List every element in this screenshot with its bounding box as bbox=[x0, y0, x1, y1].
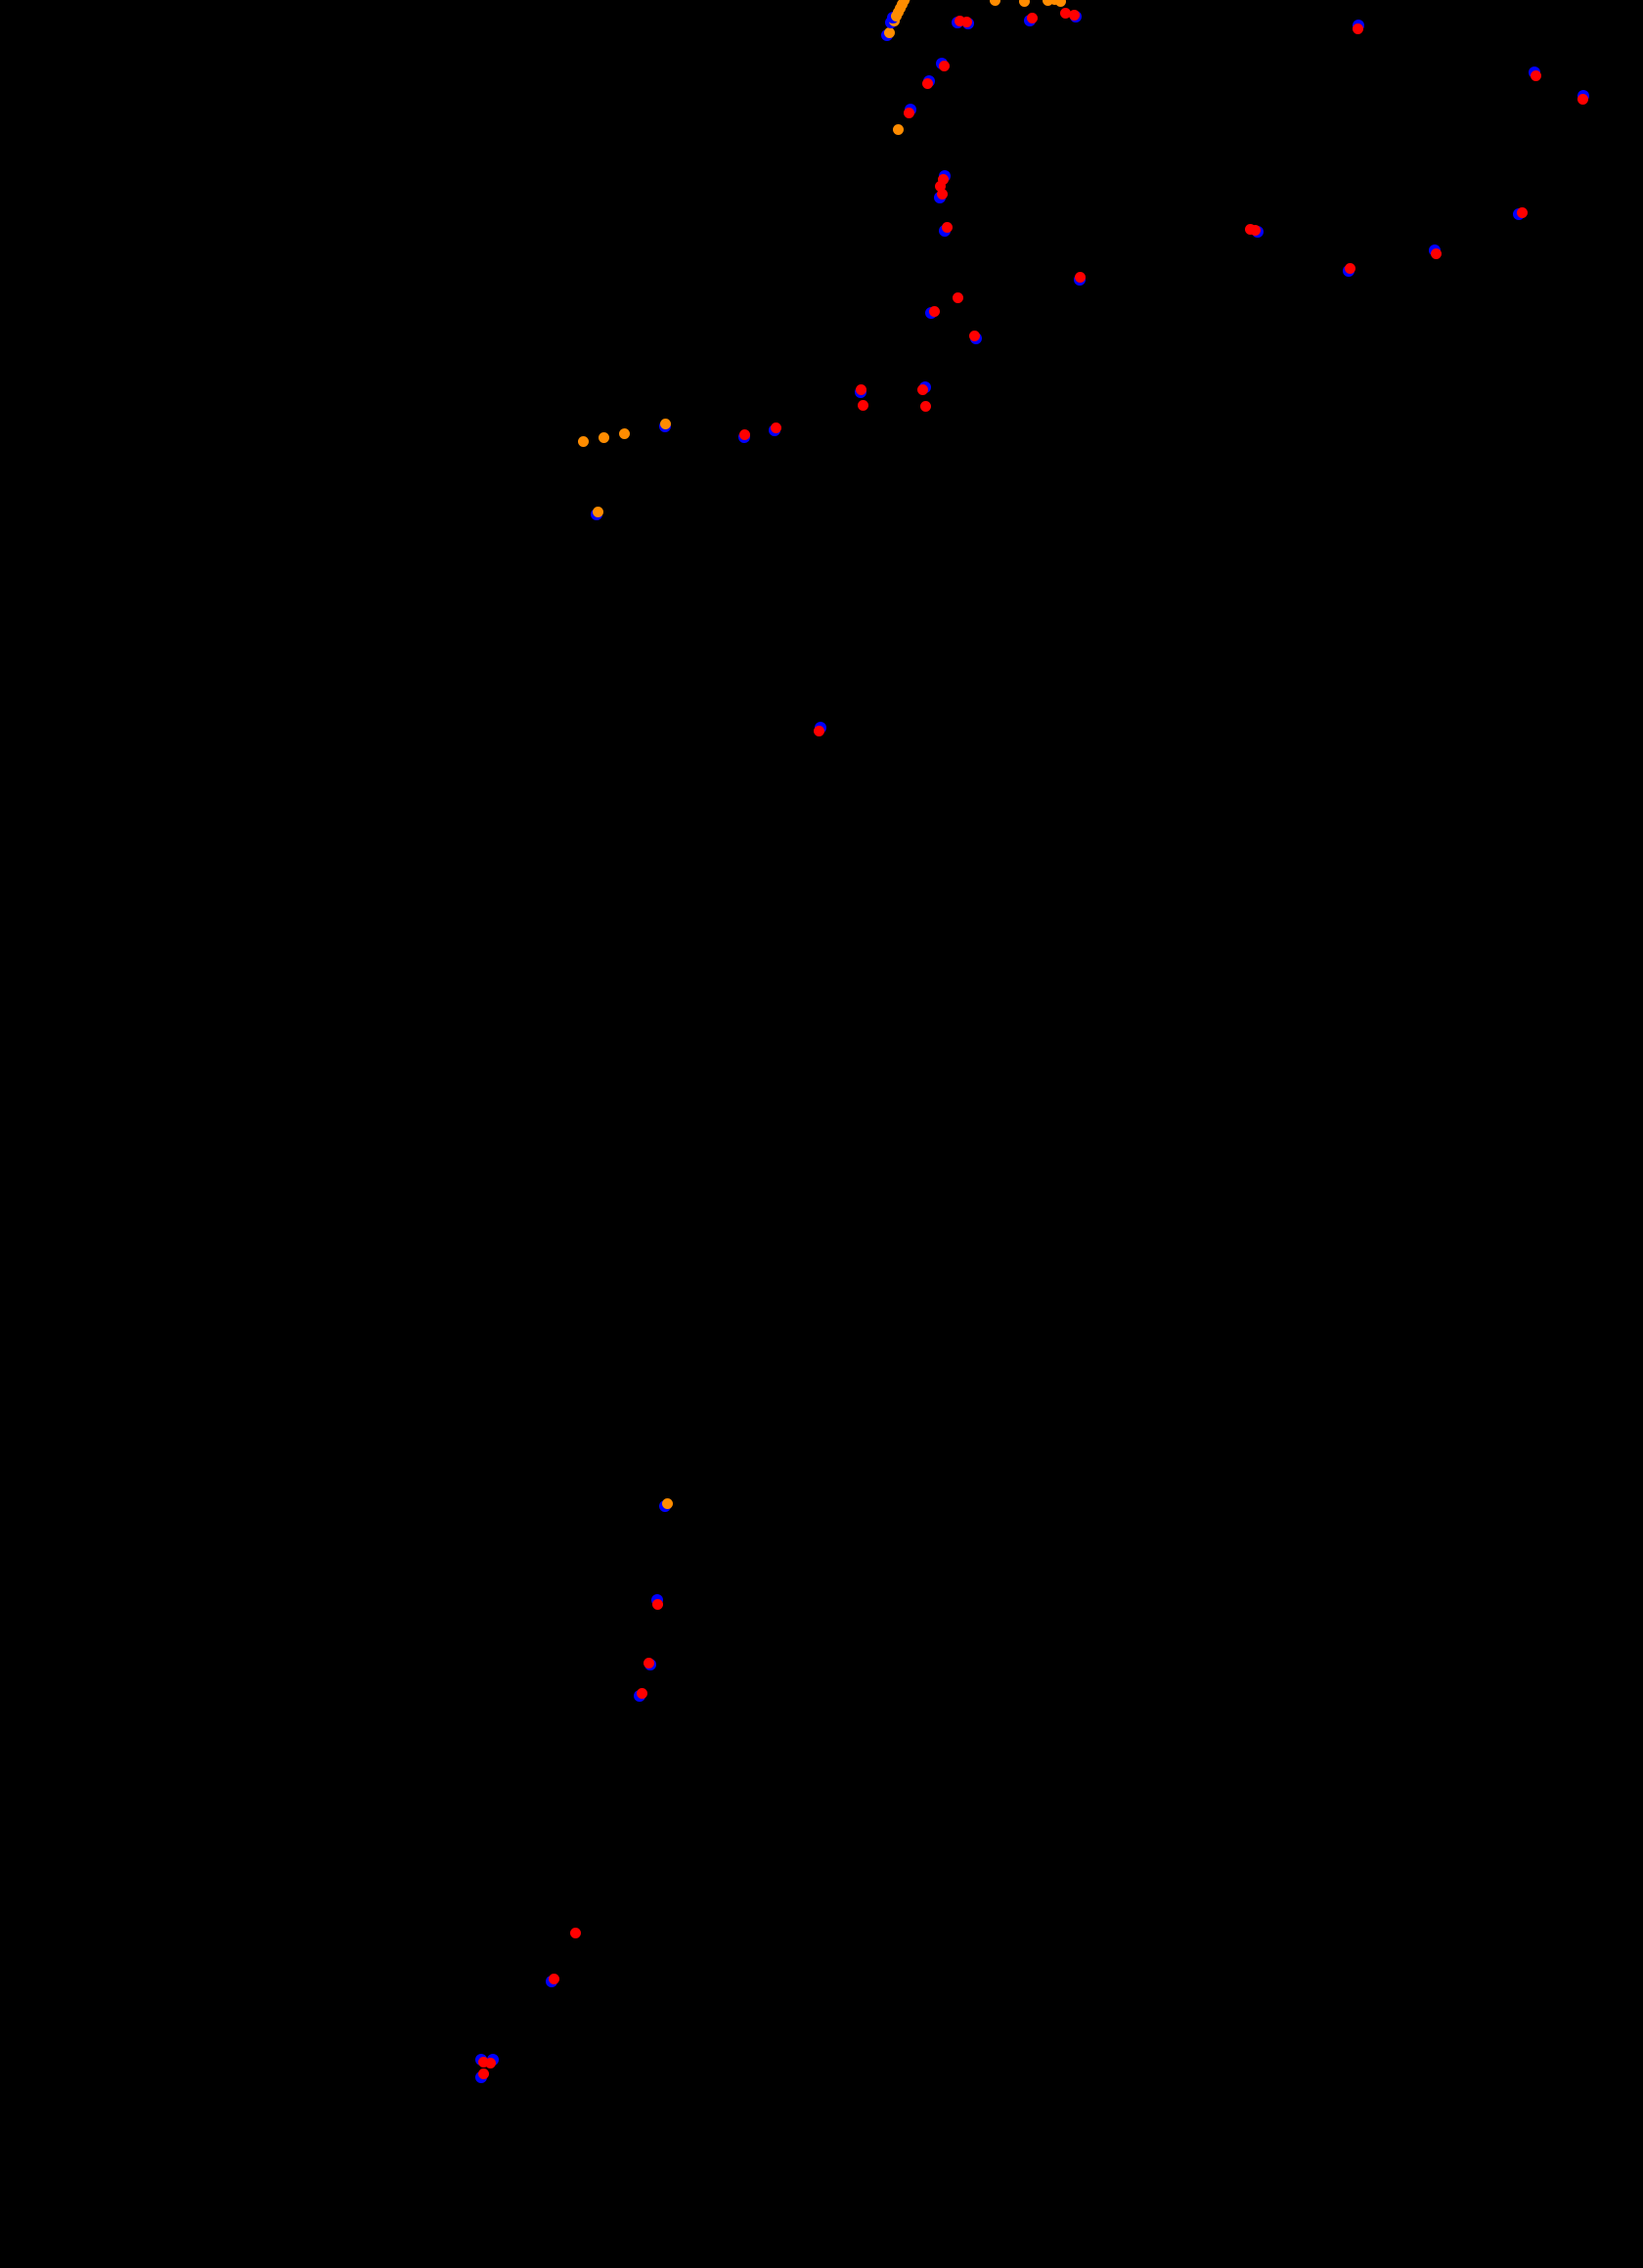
red-scatter-marker bbox=[1530, 69, 1541, 81]
orange-scatter-marker bbox=[661, 1497, 673, 1509]
red-scatter-marker bbox=[813, 725, 824, 736]
red-scatter-marker bbox=[1576, 93, 1588, 105]
red-scatter-marker bbox=[770, 422, 781, 433]
red-scatter-marker bbox=[857, 399, 868, 411]
red-scatter-marker bbox=[477, 2068, 489, 2079]
red-scatter-marker bbox=[960, 16, 972, 27]
red-scatter-marker bbox=[1026, 12, 1038, 23]
red-scatter-marker bbox=[903, 107, 914, 118]
red-scatter-marker bbox=[937, 173, 949, 185]
orange-scatter-marker bbox=[989, 0, 1000, 6]
red-scatter-marker bbox=[934, 180, 946, 192]
orange-scatter-marker bbox=[1048, 0, 1060, 5]
orange-scatter-marker bbox=[598, 431, 609, 443]
orange-scatter-marker bbox=[592, 506, 603, 517]
red-scatter-marker bbox=[1344, 262, 1355, 274]
red-scatter-marker bbox=[569, 1927, 581, 1938]
orange-scatter-marker bbox=[883, 26, 895, 38]
red-scatter-marker bbox=[1059, 7, 1071, 19]
red-scatter-marker bbox=[916, 383, 928, 395]
red-scatter-marker bbox=[936, 188, 948, 200]
red-scatter-marker bbox=[643, 1657, 654, 1668]
orange-scatter-marker bbox=[1018, 0, 1030, 7]
red-scatter-marker bbox=[1249, 224, 1261, 236]
red-scatter-marker bbox=[484, 2057, 496, 2068]
orange-scatter-marker bbox=[900, 0, 911, 2]
red-scatter-marker bbox=[738, 428, 750, 440]
red-scatter-marker bbox=[928, 305, 940, 317]
orange-scatter-marker bbox=[1042, 0, 1053, 6]
red-scatter-marker bbox=[855, 383, 866, 395]
red-scatter-marker bbox=[952, 291, 963, 303]
orange-scatter-marker bbox=[577, 435, 589, 447]
red-scatter-marker bbox=[651, 1598, 663, 1610]
red-scatter-marker bbox=[636, 1687, 647, 1699]
red-scatter-marker bbox=[954, 15, 965, 26]
red-scatter-marker bbox=[968, 330, 980, 341]
red-scatter-marker bbox=[548, 1973, 559, 1984]
red-scatter-marker bbox=[919, 400, 931, 412]
orange-scatter-marker bbox=[892, 123, 904, 135]
orange-scatter-marker bbox=[1054, 0, 1066, 7]
red-scatter-marker bbox=[1430, 247, 1442, 259]
red-scatter-marker bbox=[938, 60, 950, 71]
orange-scatter-marker bbox=[618, 427, 630, 439]
orange-scatter-marker bbox=[898, 0, 910, 6]
red-scatter-marker bbox=[1074, 271, 1086, 283]
red-scatter-marker bbox=[941, 221, 953, 233]
orange-scatter-marker bbox=[659, 418, 671, 429]
red-scatter-marker bbox=[1352, 22, 1363, 34]
red-scatter-marker bbox=[921, 77, 933, 89]
red-scatter-marker bbox=[477, 2056, 489, 2068]
red-scatter-marker bbox=[1516, 206, 1528, 218]
red-scatter-marker bbox=[1068, 9, 1080, 21]
